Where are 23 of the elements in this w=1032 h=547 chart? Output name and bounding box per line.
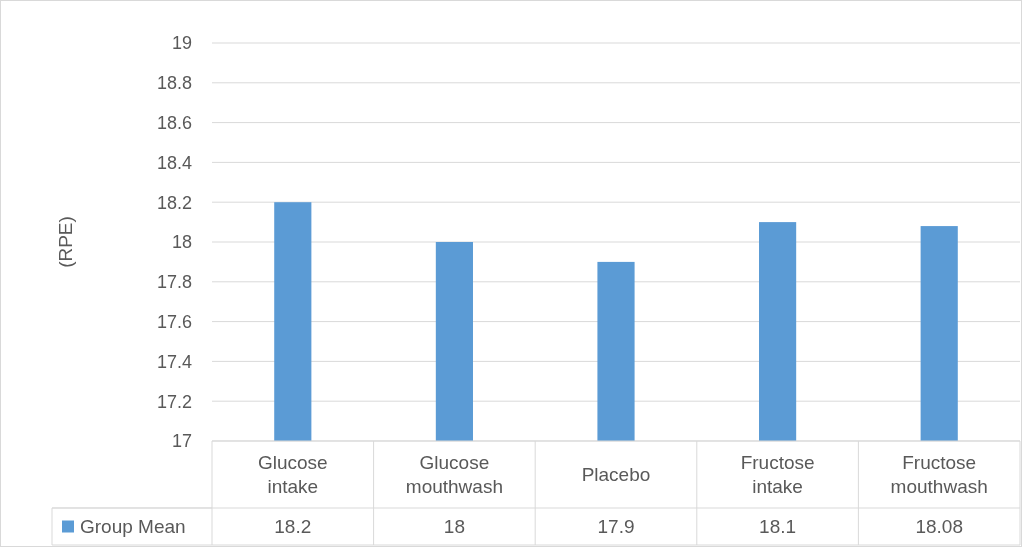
legend-label: Group Mean <box>80 516 186 538</box>
y-tick-label: 17.8 <box>156 272 192 293</box>
data-label: 18.1 <box>759 516 797 538</box>
y-tick-label: 18.2 <box>156 192 192 213</box>
x-tick-label: Placebo <box>581 464 651 486</box>
x-tick-label: Fructose intake <box>740 452 815 498</box>
y-axis-title: (RPE) <box>55 216 76 268</box>
y-tick-label: 17.6 <box>156 311 192 332</box>
data-label: 17.9 <box>597 516 635 538</box>
data-label: 18.08 <box>915 516 963 538</box>
x-tick-label: Fructose mouthwash <box>890 452 988 498</box>
y-tick-label: 18 <box>171 232 192 253</box>
y-tick-label: 17 <box>171 431 192 452</box>
data-label: 18.2 <box>274 516 312 538</box>
y-tick-label: 18.4 <box>156 152 192 173</box>
y-tick-label: 18.6 <box>156 112 192 133</box>
y-tick-label: 19 <box>171 33 192 54</box>
x-tick-label: Glucose intake <box>257 452 328 498</box>
y-tick-label: 18.8 <box>156 73 192 94</box>
x-tick-label: Glucose mouthwash <box>405 452 503 498</box>
y-tick-label: 17.2 <box>156 391 192 412</box>
data-label: 18 <box>443 516 465 538</box>
y-tick-label: 17.4 <box>156 351 192 372</box>
